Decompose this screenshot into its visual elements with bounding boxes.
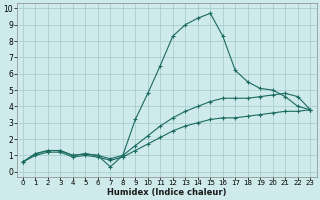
X-axis label: Humidex (Indice chaleur): Humidex (Indice chaleur) [107,188,226,197]
